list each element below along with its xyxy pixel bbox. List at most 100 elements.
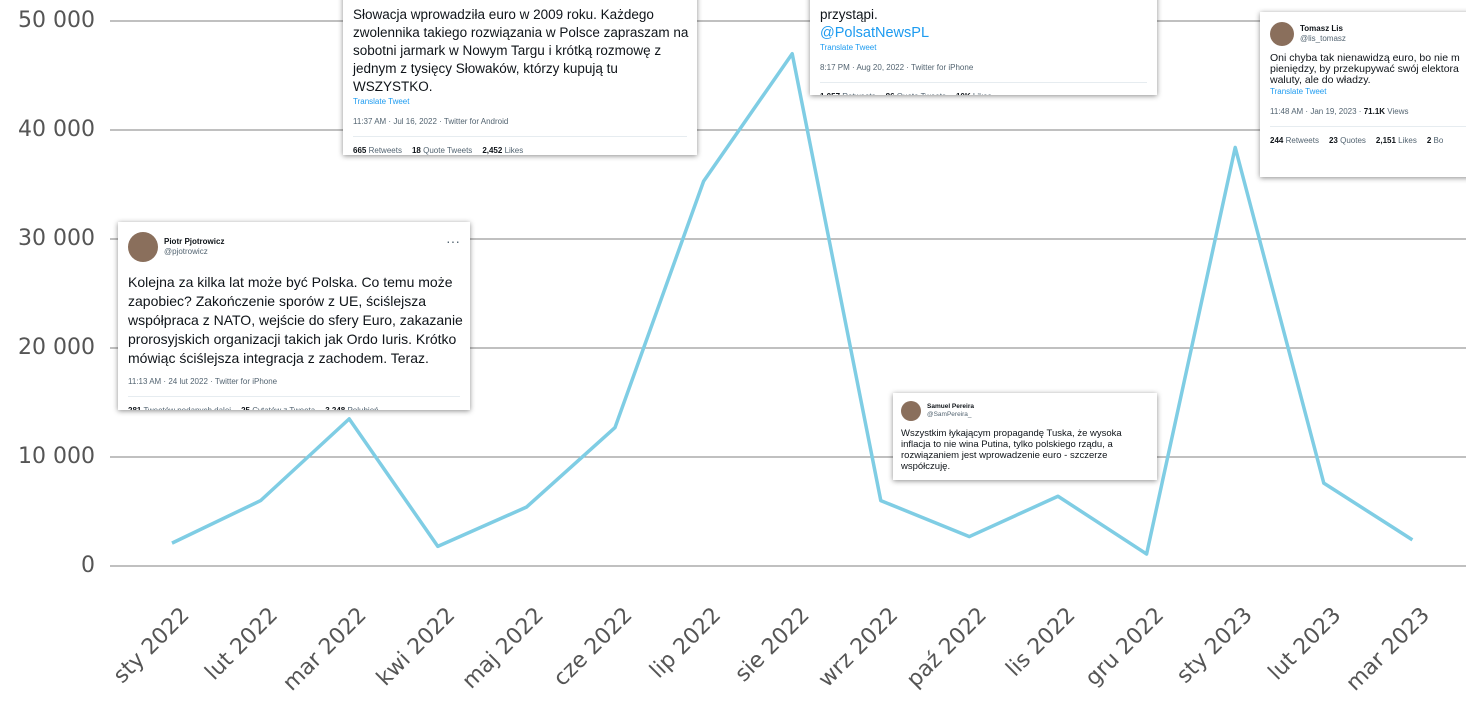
stat-label: Likes <box>505 146 524 155</box>
stat: 18 Quote Tweets <box>412 145 472 155</box>
author: Piotr Pjotrowicz@pjotrowicz <box>164 237 224 257</box>
tweet-text: zwolennika takiego rozwiązania w Polsce … <box>353 24 687 42</box>
avatar <box>1270 22 1294 46</box>
stat-label: Tweetów podanych dalej <box>143 406 231 410</box>
stat-count: 665 <box>353 146 366 155</box>
x-tick-label: mar 2022 <box>278 603 371 696</box>
tweet-text: współczuję. <box>901 461 1149 472</box>
tweet-text: rozwiązaniem jest wprowadzenie euro - sz… <box>901 450 1149 461</box>
tweet-text: jednym z tysięcy Słowaków, którzy kupują… <box>353 60 687 78</box>
page: 010 00020 00030 00040 00050 000sty 2022l… <box>0 0 1466 703</box>
tweet-meta: 11:37 AM · Jul 16, 2022 · Twitter for An… <box>353 116 687 128</box>
stat-count: 2,151 <box>1376 136 1396 145</box>
meta-text: 11:48 AM · Jan 19, 2023 · <box>1270 107 1361 116</box>
tweet-text: prorosyjskich organizacji takich jak Ord… <box>128 330 460 349</box>
stat-label: Polubień <box>347 406 378 410</box>
stat-label: Retweets <box>1286 136 1319 145</box>
x-tick-label: wrz 2022 <box>814 603 904 693</box>
x-tick-label: paź 2022 <box>902 603 992 693</box>
tweet-stats: 665 Retweets 18 Quote Tweets 2,452 Likes <box>353 136 687 155</box>
author-name: Samuel Pereira <box>927 403 974 411</box>
stat: 23 Quotes <box>1329 135 1366 147</box>
stat-label: Quote Tweets <box>423 146 472 155</box>
tweet-text: waluty, ale do władzy. <box>1270 75 1466 86</box>
stat: 2,452 Likes <box>482 145 523 155</box>
author-handle: @pjotrowicz <box>164 247 224 257</box>
tweet-text: WSZYSTKO. <box>353 78 687 96</box>
views-count: 71.1K <box>1364 107 1385 116</box>
tweet-text: przystąpi. <box>820 6 1147 24</box>
stat-label: Quotes <box>1340 136 1366 145</box>
tweet-text: pieniędzy, by przekupywać swój elektora <box>1270 64 1466 75</box>
tweet-card: Słowacja wprowadziła euro w 2009 roku. K… <box>343 0 697 155</box>
stat-count: 25 <box>241 406 250 410</box>
tweet-text: inflacja to nie wina Putina, tylko polsk… <box>901 439 1149 450</box>
stat: 25 Cytatów z Tweeta <box>241 405 315 410</box>
translate-link: Translate Tweet <box>353 96 687 108</box>
avatar <box>128 232 158 262</box>
tweet-text: Oni chyba tak nienawidzą euro, bo nie m <box>1270 53 1466 64</box>
x-tick-label: sie 2022 <box>730 603 814 687</box>
stat-count: 1,057 <box>820 92 840 95</box>
tweet-card: Piotr Pjotrowicz@pjotrowicz ··· Kolejna za… <box>118 222 470 410</box>
x-tick-label: sty 2022 <box>109 603 195 689</box>
meta-text: 11:37 AM · Jul 16, 2022 · Twitter for An… <box>353 117 508 126</box>
stat: 1,057 Retweets <box>820 91 876 95</box>
tweet-text: współpraca z NATO, wejście do sfery Euro… <box>128 311 460 330</box>
translate-link: Translate Tweet <box>820 42 1147 54</box>
avatar <box>901 401 921 421</box>
tweet-stats: 244 Retweets 23 Quotes 2,151 Likes 2 Bo <box>1270 126 1466 147</box>
stat-label: Likes <box>973 92 992 95</box>
author-name: Tomasz Lis <box>1300 24 1346 34</box>
stat-count: 244 <box>1270 136 1283 145</box>
stat: 10K Likes <box>956 91 992 95</box>
stat: 665 Retweets <box>353 145 402 155</box>
stat-count: 281 <box>128 406 141 410</box>
stat: 244 Retweets <box>1270 135 1319 147</box>
tweet-text: zapobiec? Zakończenie sporów z UE, ściśl… <box>128 292 460 311</box>
x-tick-label: lut 2022 <box>201 603 283 685</box>
stat: 3 248 Polubień <box>325 405 378 410</box>
author: Tomasz Lis@lis_tomasz <box>1300 24 1346 44</box>
stat-count: 2,452 <box>482 146 502 155</box>
y-tick-label: 30 000 <box>18 226 95 251</box>
tweet-meta: 11:48 AM · Jan 19, 2023 · 71.1K Views <box>1270 106 1466 118</box>
tweet-meta: 8:17 PM · Aug 20, 2022 · Twitter for iPh… <box>820 62 1147 74</box>
x-tick-label: cze 2022 <box>549 603 638 692</box>
y-tick-label: 40 000 <box>18 117 95 142</box>
tweet-text: Kolejna za kilka lat może być Polska. Co… <box>128 273 460 292</box>
meta-text: 8:17 PM · Aug 20, 2022 · Twitter for iPh… <box>820 63 973 72</box>
x-tick-label: mar 2023 <box>1342 603 1435 696</box>
stat-label: Bo <box>1434 136 1444 145</box>
author-handle: @SamPereira_ <box>927 411 974 419</box>
stat-label: Retweets <box>369 146 402 155</box>
mention-link: @PolsatNewsPL <box>820 24 1147 42</box>
tweet-header: Samuel Pereira@SamPereira_ <box>901 401 1149 421</box>
more-menu: ··· <box>446 232 460 251</box>
stat-label: Likes <box>1398 136 1417 145</box>
stat-count: 18 <box>412 146 421 155</box>
tweet-header: Tomasz Lis@lis_tomasz <box>1270 22 1466 46</box>
tweet-text: sobotni jarmark w Nowym Targu i krótką r… <box>353 42 687 60</box>
tweet-text: mówiąc ściślejsza integracja z zachodem.… <box>128 349 460 368</box>
stat: 281 Tweetów podanych dalej <box>128 405 231 410</box>
author-name: Piotr Pjotrowicz <box>164 237 224 247</box>
tweet-stats: 281 Tweetów podanych dalej 25 Cytatów z T… <box>128 396 460 410</box>
tweet-card: Samuel Pereira@SamPereira_Wszystkim łyka… <box>893 393 1157 480</box>
views-label: Views <box>1387 107 1408 116</box>
stat-count: 86 <box>886 92 895 95</box>
stat-count: 2 <box>1427 136 1431 145</box>
x-tick-label: lis 2022 <box>1002 603 1081 682</box>
y-tick-label: 0 <box>81 553 95 578</box>
tweet-header: Piotr Pjotrowicz@pjotrowicz ··· <box>128 232 460 262</box>
x-tick-label: maj 2022 <box>458 603 549 694</box>
stat-count: 23 <box>1329 136 1338 145</box>
tweet-card: Tomasz Lis@lis_tomasz Oni chyba tak niena… <box>1260 12 1466 177</box>
tweet-stats: 1,057 Retweets 86 Quote Tweets 10K Likes <box>820 82 1147 95</box>
translate-link: Translate Tweet <box>1270 86 1466 98</box>
stat: 86 Quote Tweets <box>886 91 946 95</box>
stat-label: Retweets <box>842 92 875 95</box>
y-tick-label: 50 000 <box>18 8 95 33</box>
stat-count: 3 248 <box>325 406 345 410</box>
tweet-meta: 11:13 AM · 24 lut 2022 · Twitter for iPh… <box>128 376 460 388</box>
